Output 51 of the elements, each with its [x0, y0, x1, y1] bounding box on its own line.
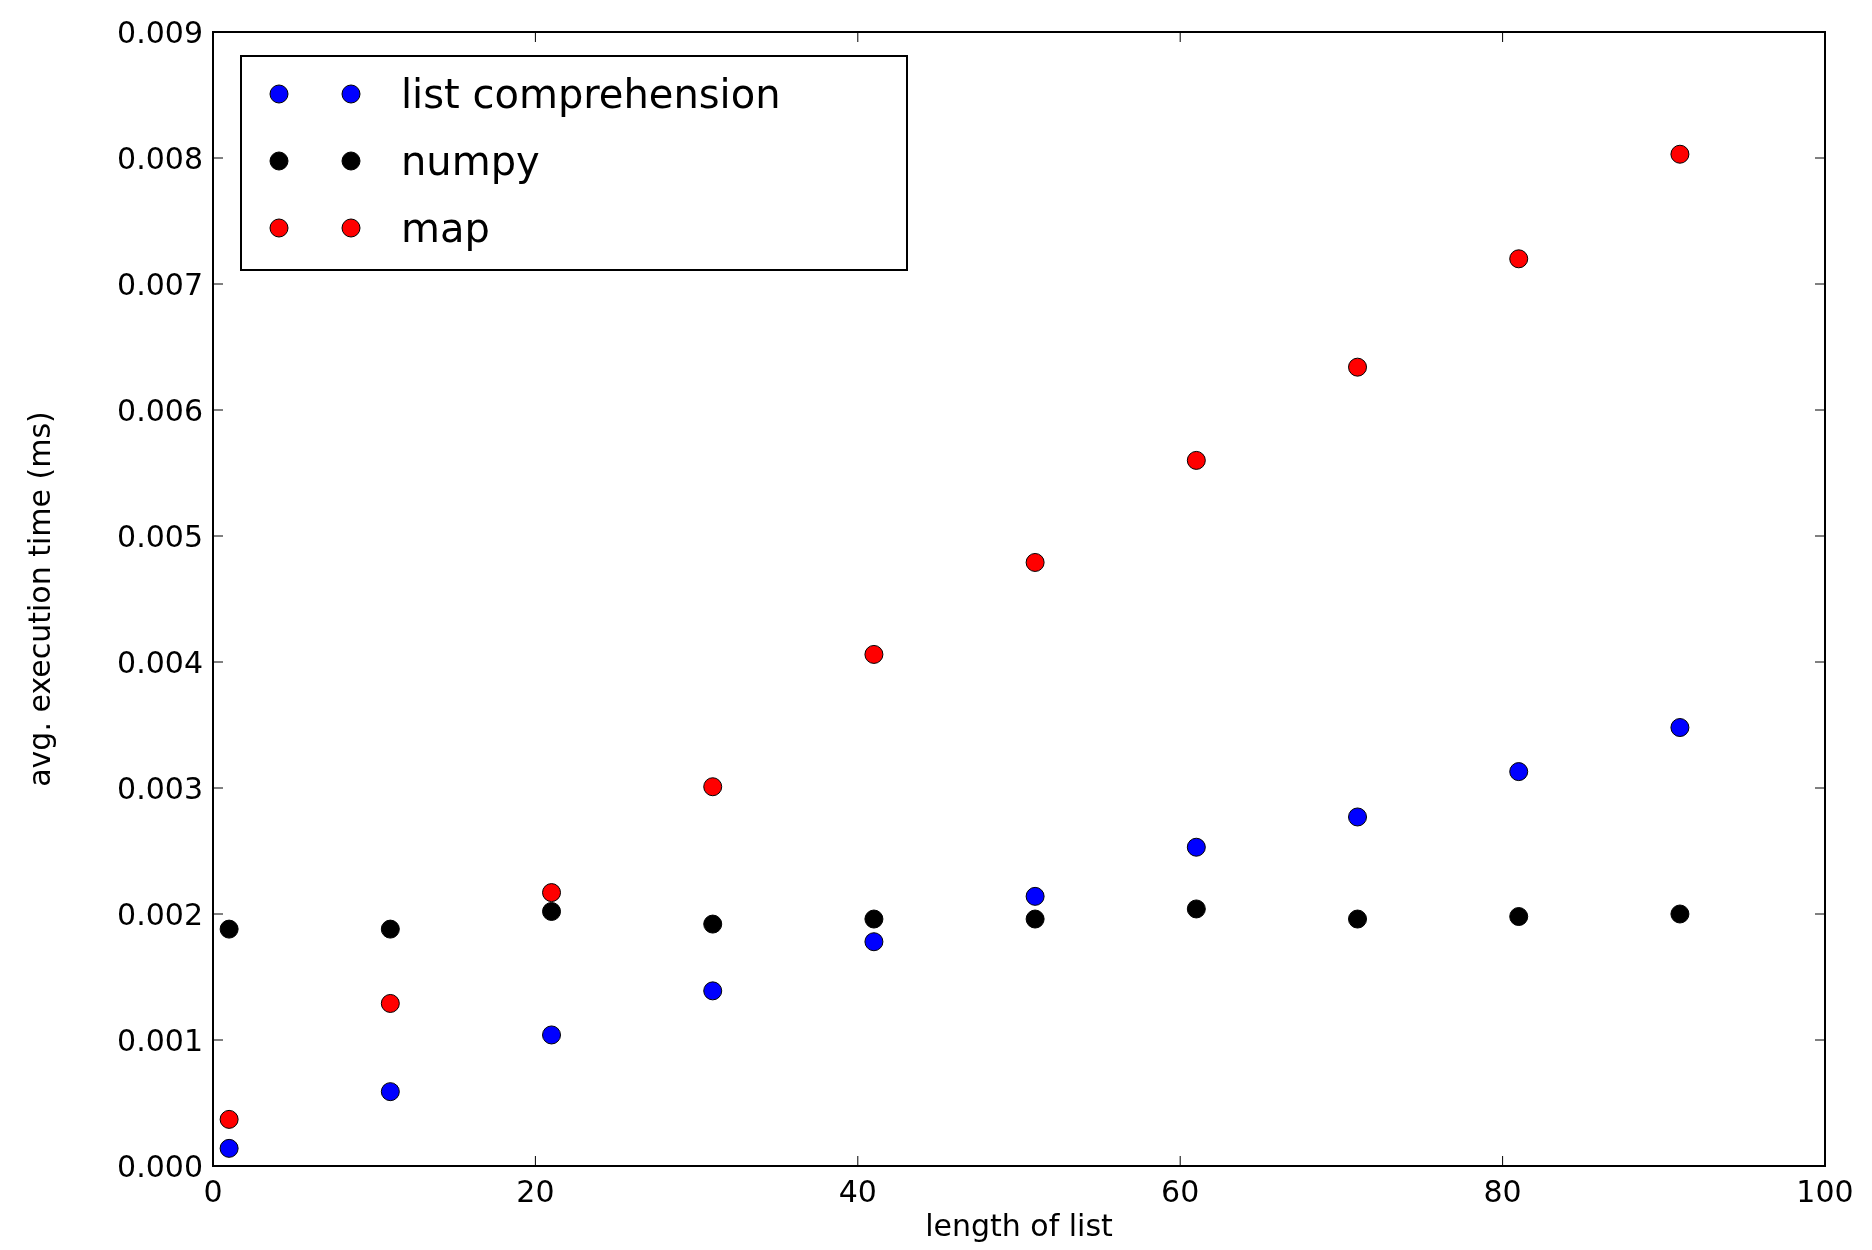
point [1348, 357, 1368, 377]
point [380, 919, 400, 939]
x-tick-label: 20 [516, 1174, 555, 1209]
point [1670, 904, 1690, 924]
point [1348, 909, 1368, 929]
x-tick-label: 0 [203, 1174, 223, 1209]
point [219, 1138, 239, 1158]
point [1670, 144, 1690, 164]
point [1509, 907, 1529, 927]
point [542, 1025, 562, 1045]
x-tick-label: 100 [1796, 1174, 1854, 1209]
point [864, 909, 884, 929]
y-tick-label: 0.008 [117, 140, 203, 176]
y-tick-label: 0.007 [117, 266, 203, 302]
point [1025, 552, 1045, 572]
y-tick-label: 0.004 [117, 644, 203, 680]
point [380, 1082, 400, 1102]
point [1509, 762, 1529, 782]
point [542, 901, 562, 921]
y-tick-label: 0.009 [117, 14, 203, 50]
point [542, 883, 562, 903]
point [1348, 807, 1368, 827]
point [1025, 886, 1045, 906]
y-tick-label: 0.005 [117, 518, 203, 554]
point [864, 644, 884, 664]
x-axis-title: length of list [925, 1208, 1114, 1243]
point [703, 914, 723, 934]
point [703, 981, 723, 1001]
legend-label: numpy [401, 138, 540, 184]
legend-label: list comprehension [401, 71, 781, 117]
point [380, 993, 400, 1013]
y-axis-title: avg. execution time (ms) [22, 411, 57, 787]
point [1025, 909, 1045, 929]
y-tick-label: 0.006 [117, 392, 203, 428]
point [864, 932, 884, 952]
y-tick-label: 0.003 [117, 770, 203, 806]
point [1186, 837, 1206, 857]
point [1509, 249, 1529, 269]
point [219, 1109, 239, 1129]
y-tick-label: 0.000 [117, 1148, 203, 1184]
x-tick-label: 80 [1483, 1174, 1522, 1209]
legend-label: map [401, 205, 490, 251]
point [1186, 899, 1206, 919]
y-tick-label: 0.002 [117, 896, 203, 932]
y-tick-label: 0.001 [117, 1022, 203, 1058]
x-tick-label: 40 [838, 1174, 877, 1209]
point [1670, 718, 1690, 738]
point [219, 919, 239, 939]
point [703, 777, 723, 797]
point [1186, 450, 1206, 470]
x-tick-label: 60 [1161, 1174, 1200, 1209]
